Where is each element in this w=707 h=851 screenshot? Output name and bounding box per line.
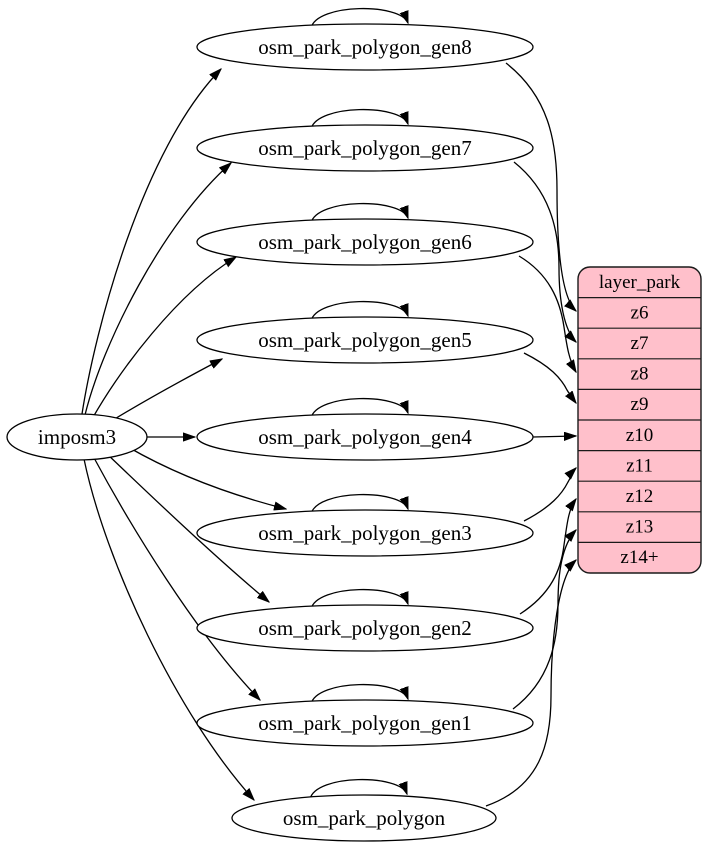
node-label-imposm3: imposm3 xyxy=(38,425,116,449)
node-osm_park_polygon_gen4: osm_park_polygon_gen4 xyxy=(196,413,534,461)
edge-osm_park_polygon_gen6-to-z8 xyxy=(518,255,576,372)
node-shape-osm_park_polygon_gen4 xyxy=(196,413,534,461)
node-osm_park_polygon: osm_park_polygon xyxy=(231,794,497,842)
node-label-osm_park_polygon_gen5: osm_park_polygon_gen5 xyxy=(258,328,471,352)
edge-imposm3-to-osm_park_polygon_gen6 xyxy=(91,257,236,420)
edge-osm_park_polygon_gen7-to-z7 xyxy=(513,161,576,342)
node-label-osm_park_polygon_gen3: osm_park_polygon_gen3 xyxy=(258,521,471,545)
self-loop-osm_park_polygon_gen4 xyxy=(310,397,409,419)
layer-row-z8: z8 xyxy=(631,364,649,385)
edge-osm_park_polygon-to-z14+ xyxy=(485,560,576,807)
edge-imposm3-to-osm_park_polygon xyxy=(83,458,254,800)
edge-osm_park_polygon_gen5-to-z9 xyxy=(523,352,576,403)
edge-osm_park_polygon_gen8-to-z6 xyxy=(505,62,576,311)
node-shape-osm_park_polygon xyxy=(231,794,497,842)
self-loop-osm_park_polygon_gen7 xyxy=(310,108,409,130)
layer-table-layer_park: layer_park z6 z7 z8 z9 z10 z11 z12 z13 z14+ xyxy=(577,266,702,574)
node-shape-osm_park_polygon_gen8 xyxy=(196,23,534,71)
edge-osm_park_polygon_gen4-to-z10 xyxy=(532,436,576,437)
node-osm_park_polygon_gen6: osm_park_polygon_gen6 xyxy=(196,218,534,266)
self-loop-osm_park_polygon_gen5 xyxy=(310,300,409,322)
node-label-osm_park_polygon_gen7: osm_park_polygon_gen7 xyxy=(258,136,471,160)
edge-imposm3-to-osm_park_polygon_gen2 xyxy=(104,451,269,602)
node-label-osm_park_polygon_gen8: osm_park_polygon_gen8 xyxy=(258,35,471,59)
node-label-osm_park_polygon_gen1: osm_park_polygon_gen1 xyxy=(258,711,471,735)
node-shape-osm_park_polygon_gen6 xyxy=(196,218,534,266)
self-loop-osm_park_polygon_gen2 xyxy=(310,588,409,610)
node-shape-osm_park_polygon_gen5 xyxy=(196,316,534,364)
node-shape-osm_park_polygon_gen3 xyxy=(196,509,534,557)
self-loop-osm_park_polygon_gen1 xyxy=(310,683,409,705)
layer-table-title: layer_park xyxy=(599,272,681,293)
edge-osm_park_polygon_gen3-to-z11 xyxy=(523,468,576,522)
node-shape-osm_park_polygon_gen2 xyxy=(196,604,534,652)
edge-imposm3-to-osm_park_polygon_gen8 xyxy=(81,69,221,415)
layer-row-z11: z11 xyxy=(626,455,653,476)
node-label-osm_park_polygon_gen6: osm_park_polygon_gen6 xyxy=(258,230,471,254)
layer-row-z10: z10 xyxy=(626,425,653,446)
node-osm_park_polygon_gen3: osm_park_polygon_gen3 xyxy=(196,509,534,557)
edge-imposm3-to-osm_park_polygon_gen5 xyxy=(104,359,222,426)
node-shape-imposm3 xyxy=(6,413,148,461)
edge-osm_park_polygon_gen2-to-z12 xyxy=(519,499,576,615)
layer-row-z14+: z14+ xyxy=(620,547,658,568)
layer-row-z12: z12 xyxy=(626,486,653,507)
node-imposm3: imposm3 xyxy=(6,413,148,461)
node-label-osm_park_polygon_gen4: osm_park_polygon_gen4 xyxy=(258,425,472,449)
edge-imposm3-to-osm_park_polygon_gen3 xyxy=(127,446,286,509)
self-loop-osm_park_polygon_gen6 xyxy=(310,202,409,224)
self-loop-osm_park_polygon_gen3 xyxy=(310,493,409,515)
node-label-osm_park_polygon_gen2: osm_park_polygon_gen2 xyxy=(258,616,471,640)
self-loop-osm_park_polygon_gen8 xyxy=(310,7,409,29)
layer-row-z6: z6 xyxy=(631,302,649,323)
node-shape-osm_park_polygon_gen7 xyxy=(196,124,534,172)
node-label-osm_park_polygon: osm_park_polygon xyxy=(283,806,446,830)
layer-row-z9: z9 xyxy=(631,394,649,415)
node-osm_park_polygon_gen5: osm_park_polygon_gen5 xyxy=(196,316,534,364)
node-osm_park_polygon_gen2: osm_park_polygon_gen2 xyxy=(196,604,534,652)
edge-imposm3-to-osm_park_polygon_gen1 xyxy=(92,455,260,700)
self-loop-osm_park_polygon xyxy=(309,778,408,800)
layer-row-z13: z13 xyxy=(626,517,653,538)
node-osm_park_polygon_gen1: osm_park_polygon_gen1 xyxy=(196,699,534,747)
node-osm_park_polygon_gen7: osm_park_polygon_gen7 xyxy=(196,124,534,172)
edge-imposm3-to-osm_park_polygon_gen7 xyxy=(84,163,231,416)
node-osm_park_polygon_gen8: osm_park_polygon_gen8 xyxy=(196,23,534,71)
layer-row-z7: z7 xyxy=(631,333,649,354)
node-shape-osm_park_polygon_gen1 xyxy=(196,699,534,747)
